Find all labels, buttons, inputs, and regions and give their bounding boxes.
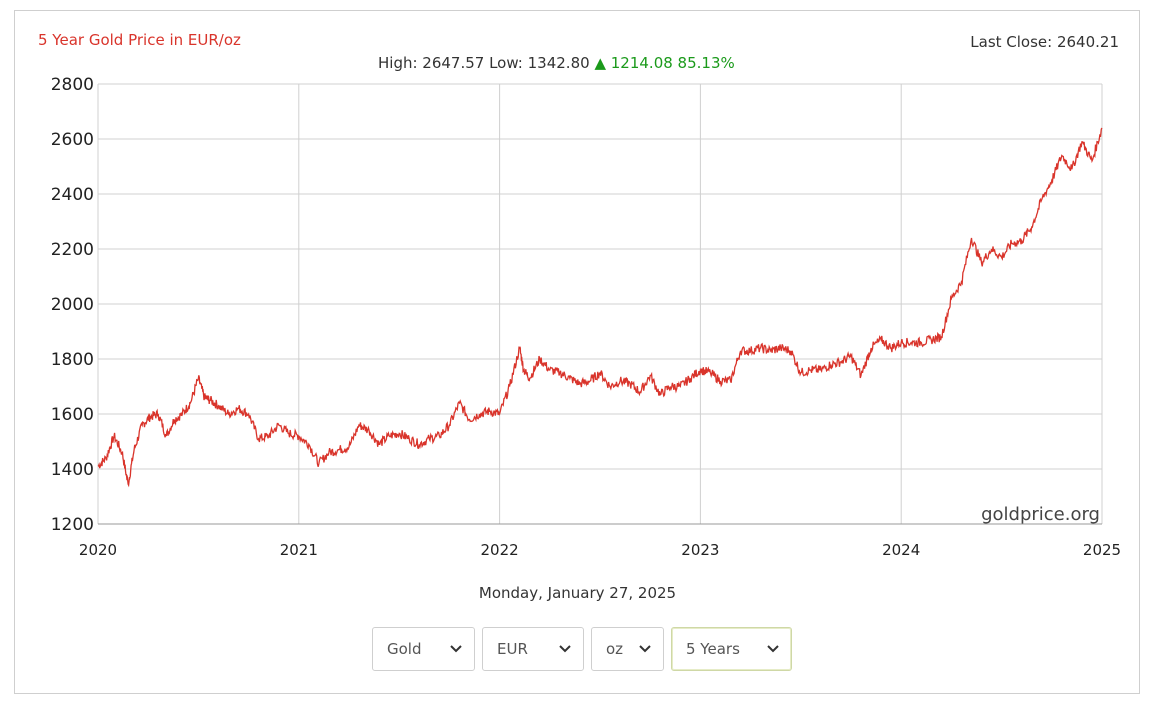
y-tick-label: 1400 (51, 460, 94, 480)
period-select[interactable]: 5 Years (671, 627, 792, 671)
last-close: Last Close: 2640.21 (970, 33, 1119, 51)
y-tick-label: 1800 (51, 350, 94, 370)
metal-select[interactable]: Gold (372, 627, 475, 671)
y-tick-label: 2800 (51, 75, 94, 95)
x-tick-label: 2023 (681, 541, 719, 559)
chevron-down-icon (450, 645, 462, 653)
y-tick-label: 2400 (51, 185, 94, 205)
y-tick-label: 2000 (51, 295, 94, 315)
price-stats: High: 2647.57 Low: 1342.80 ▲ 1214.08 85.… (378, 54, 735, 72)
chevron-down-icon (639, 645, 651, 653)
unit-select-value: oz (606, 640, 624, 658)
y-tick-label: 1200 (51, 515, 94, 535)
y-tick-label: 2600 (51, 130, 94, 150)
x-tick-label: 2025 (1083, 541, 1121, 559)
high-low-text: High: 2647.57 Low: 1342.80 (378, 54, 590, 72)
chart-title: 5 Year Gold Price in EUR/oz (38, 31, 241, 49)
x-tick-label: 2022 (481, 541, 519, 559)
currency-select[interactable]: EUR (482, 627, 584, 671)
y-tick-label: 1600 (51, 405, 94, 425)
watermark: goldprice.org (981, 504, 1100, 525)
metal-select-value: Gold (387, 640, 422, 658)
currency-select-value: EUR (497, 640, 528, 658)
chevron-down-icon (767, 645, 779, 653)
x-axis: 2020 2021 2022 2023 2024 2025 (79, 541, 1121, 559)
chart-panel (14, 10, 1140, 694)
price-line (97, 127, 1103, 488)
grid (97, 83, 1103, 525)
x-tick-label: 2020 (79, 541, 117, 559)
x-tick-label: 2021 (280, 541, 318, 559)
x-tick-label: 2024 (882, 541, 920, 559)
chart-controls: Gold EUR oz 5 Years (372, 627, 792, 671)
chevron-down-icon (559, 645, 571, 653)
date-label: Monday, January 27, 2025 (478, 584, 677, 602)
period-select-value: 5 Years (686, 640, 740, 658)
y-axis: 1200 1400 1600 1800 2000 2200 2400 2600 2800 (51, 75, 94, 535)
y-tick-label: 2200 (51, 240, 94, 260)
unit-select[interactable]: oz (591, 627, 664, 671)
change-text: ▲ 1214.08 85.13% (594, 54, 735, 72)
